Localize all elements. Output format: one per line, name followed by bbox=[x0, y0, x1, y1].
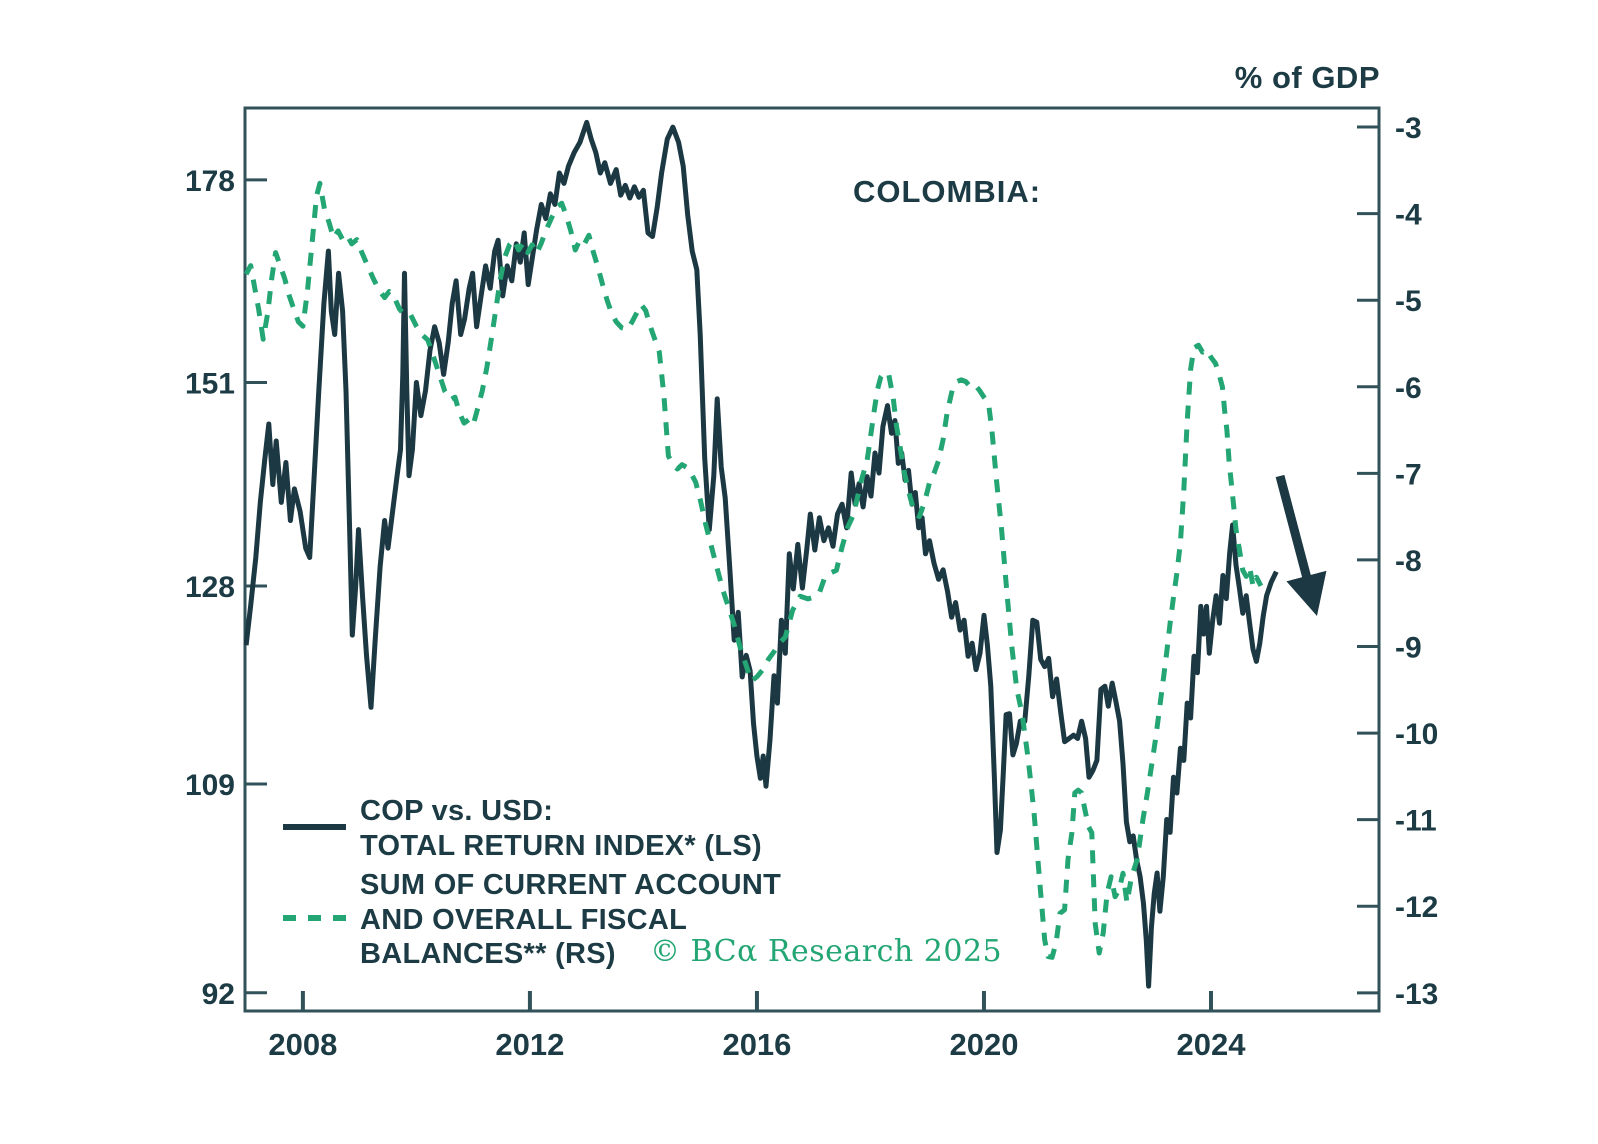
legend-solid-line-swatch bbox=[283, 824, 346, 830]
left-axis-tick-label: 151 bbox=[185, 368, 235, 401]
x-axis-tick-label: 2016 bbox=[722, 1027, 791, 1062]
right-axis-tick-label: -7 bbox=[1395, 458, 1422, 491]
downtrend-arrow bbox=[1275, 474, 1327, 617]
series-balances-line bbox=[243, 180, 1264, 960]
legend-entry-balances-line1: SUM OF CURRENT ACCOUNT bbox=[360, 869, 782, 901]
left-axis-tick-label: 178 bbox=[185, 165, 235, 198]
right-axis-tick-label: -4 bbox=[1395, 199, 1422, 232]
right-axis-tick-label: -10 bbox=[1395, 718, 1438, 751]
x-axis-tick-label: 2012 bbox=[495, 1027, 564, 1062]
x-axis-tick-label: 2024 bbox=[1177, 1027, 1247, 1062]
legend-entry-balances-line2: AND OVERALL FISCAL bbox=[360, 903, 688, 936]
left-axis-tick-label: 92 bbox=[202, 978, 235, 1011]
right-axis-tick-label: -9 bbox=[1395, 632, 1422, 665]
left-axis-tick-label: 128 bbox=[185, 571, 235, 604]
legend-entry-balances-line3: BALANCES** (RS) bbox=[360, 938, 616, 970]
legend-entry-cop-usd: COP vs. USD: TOTAL RETURN INDEX* (LS) bbox=[360, 794, 762, 863]
legend-entry-cop-usd-line1: COP vs. USD: bbox=[360, 795, 554, 827]
right-axis-tick-label: -3 bbox=[1395, 112, 1422, 145]
legend-entry-balances: SUM OF CURRENT ACCOUNT AND OVERALL FISCA… bbox=[360, 868, 781, 972]
series-cop-usd-line bbox=[243, 119, 1279, 989]
right-axis-title: % of GDP bbox=[1234, 60, 1380, 95]
legend-dashed-line-swatch bbox=[283, 915, 349, 921]
right-axis-tick-label: -5 bbox=[1395, 285, 1422, 318]
right-axis-tick-label: -13 bbox=[1395, 978, 1438, 1011]
legend-entry-cop-usd-line2: TOTAL RETURN INDEX* (LS) bbox=[360, 829, 762, 862]
right-axis-tick-label: -11 bbox=[1395, 805, 1437, 838]
left-axis-tick-label: 109 bbox=[185, 769, 235, 802]
x-axis-tick-label: 2008 bbox=[268, 1027, 337, 1062]
right-axis-tick-label: -8 bbox=[1395, 545, 1422, 578]
x-axis-tick-label: 2020 bbox=[949, 1027, 1018, 1062]
right-axis-tick-label: -12 bbox=[1395, 891, 1438, 924]
watermark: © BCα Research 2025 bbox=[650, 934, 1003, 969]
right-axis-tick-label: -6 bbox=[1395, 372, 1422, 405]
chart-title: COLOMBIA: bbox=[853, 174, 1042, 209]
